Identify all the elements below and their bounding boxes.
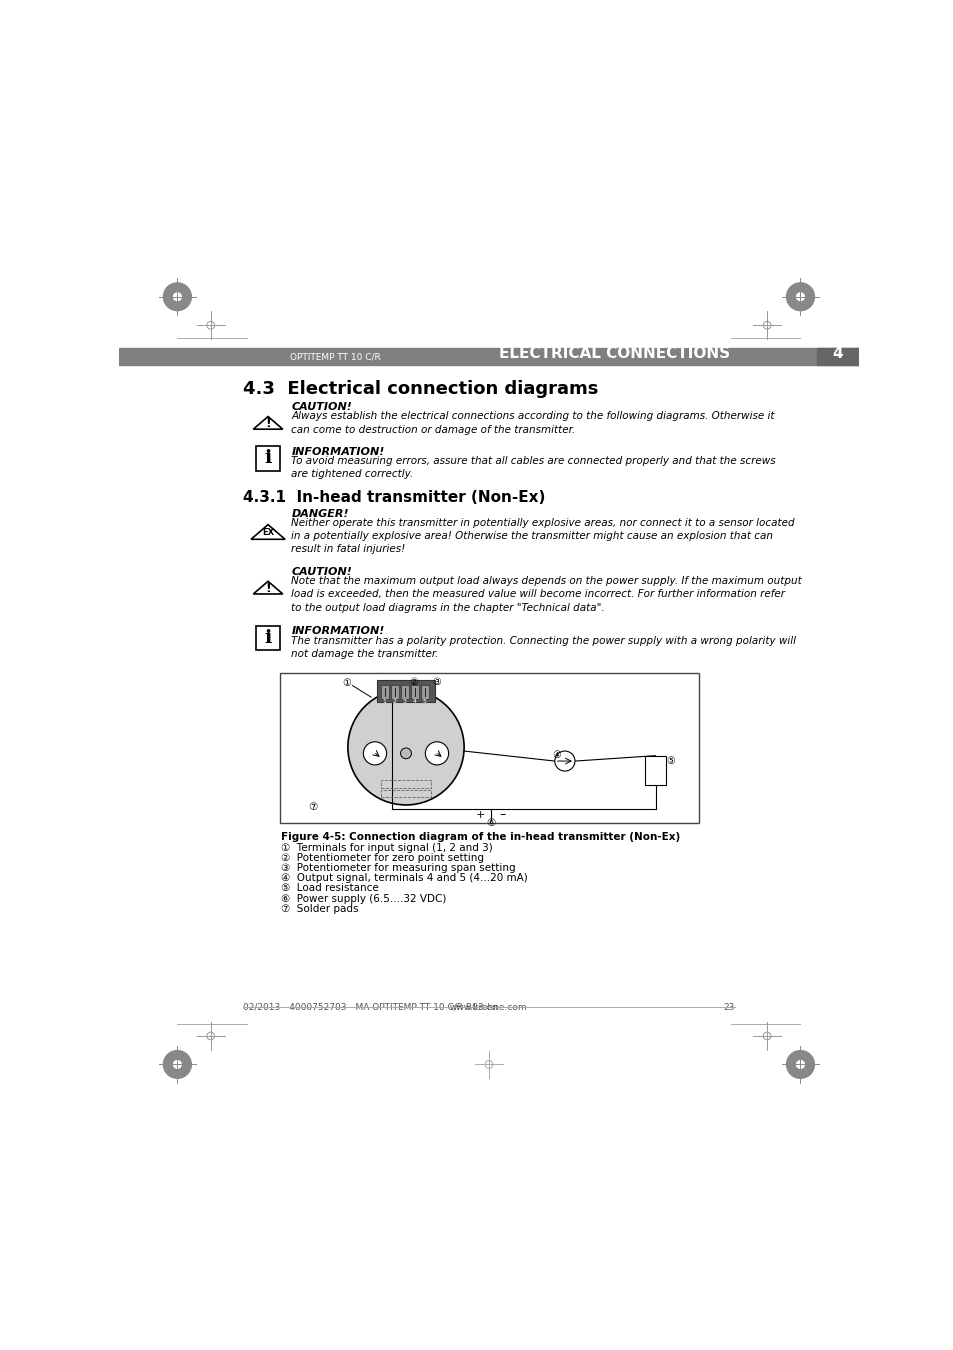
Text: ①  Terminals for input signal (1, 2 and 3): ① Terminals for input signal (1, 2 and 3… (281, 844, 493, 853)
Text: ④  Output signal, terminals 4 and 5 (4...20 mA): ④ Output signal, terminals 4 and 5 (4...… (281, 873, 527, 883)
Bar (645, 756, 665, 784)
Circle shape (363, 741, 386, 765)
Text: CAUTION!: CAUTION! (291, 567, 352, 576)
Circle shape (425, 741, 448, 765)
Text: ⑥: ⑥ (486, 818, 496, 828)
Text: 4.3.1  In-head transmitter (Non-Ex): 4.3.1 In-head transmitter (Non-Ex) (243, 490, 545, 505)
Circle shape (796, 1061, 803, 1068)
Text: The transmitter has a polarity protection. Connecting the power supply with a wr: The transmitter has a polarity protectio… (291, 636, 796, 659)
Circle shape (173, 1061, 181, 1068)
Text: ④: ④ (552, 749, 561, 760)
Bar (816, 348, 858, 366)
Text: !: ! (265, 582, 271, 595)
Text: 02/2013 - 4000752703 - MA OPTITEMP TT 10 C/R R03 en: 02/2013 - 4000752703 - MA OPTITEMP TT 10… (243, 1003, 497, 1012)
Circle shape (785, 1050, 814, 1079)
Text: CAUTION!: CAUTION! (291, 402, 352, 412)
Circle shape (400, 748, 411, 759)
Text: ①: ① (342, 678, 351, 688)
Text: 4.3  Electrical connection diagrams: 4.3 Electrical connection diagrams (243, 379, 598, 398)
Bar (255, 446, 280, 471)
Bar (411, 684, 418, 699)
Text: +: + (476, 810, 484, 819)
Text: ⑦: ⑦ (308, 802, 317, 813)
Text: ②: ② (409, 676, 417, 687)
Text: Note that the maximum output load always depends on the power supply. If the max: Note that the maximum output load always… (291, 576, 801, 613)
Text: INFORMATION!: INFORMATION! (291, 626, 384, 636)
Text: ③: ③ (432, 676, 441, 687)
Circle shape (555, 751, 575, 771)
Text: ELECTRICAL CONNECTIONS: ELECTRICAL CONNECTIONS (498, 347, 729, 362)
Circle shape (163, 1050, 192, 1079)
Circle shape (163, 284, 192, 310)
Text: ②  Potentiometer for zero point setting: ② Potentiometer for zero point setting (281, 853, 484, 864)
Text: 4: 4 (413, 699, 416, 705)
Bar (391, 684, 398, 699)
Circle shape (348, 690, 464, 805)
Text: 23: 23 (722, 1003, 734, 1012)
Text: 5: 5 (422, 699, 427, 705)
Text: www.krohne.com: www.krohne.com (450, 1003, 527, 1012)
Bar (381, 790, 431, 798)
Text: ⑥  Power supply (6.5....32 VDC): ⑥ Power supply (6.5....32 VDC) (281, 894, 446, 903)
Text: Figure 4-5: Connection diagram of the in-head transmitter (Non-Ex): Figure 4-5: Connection diagram of the in… (281, 832, 679, 842)
Text: INFORMATION!: INFORMATION! (291, 447, 384, 456)
Text: !: ! (265, 417, 271, 431)
Bar (381, 780, 431, 788)
Circle shape (796, 293, 803, 301)
Bar (420, 684, 429, 699)
Bar (380, 684, 388, 699)
Text: DANGER!: DANGER! (291, 509, 349, 518)
Text: 2: 2 (393, 699, 396, 705)
Text: i: i (264, 450, 272, 467)
Text: ③  Potentiometer for measuring span setting: ③ Potentiometer for measuring span setti… (281, 864, 516, 873)
Text: ⑤  Load resistance: ⑤ Load resistance (281, 883, 378, 894)
Text: 1: 1 (382, 699, 386, 705)
Bar (279, 674, 699, 822)
Text: ⑦  Solder pads: ⑦ Solder pads (281, 903, 358, 914)
Text: To avoid measuring errors, assure that all cables are connected properly and tha: To avoid measuring errors, assure that a… (291, 456, 775, 479)
Text: Neither operate this transmitter in potentially explosive areas, nor connect it : Neither operate this transmitter in pote… (291, 518, 794, 553)
Bar (119, 348, 858, 366)
Text: ⑤: ⑤ (666, 756, 675, 765)
Text: i: i (264, 629, 272, 647)
Circle shape (173, 293, 181, 301)
Bar (376, 680, 435, 702)
Text: Always establish the electrical connections according to the following diagrams.: Always establish the electrical connecti… (291, 412, 774, 435)
Text: EX: EX (262, 528, 274, 537)
Text: –: – (498, 809, 505, 821)
Circle shape (785, 284, 814, 310)
Text: 4: 4 (831, 347, 842, 362)
Bar (255, 625, 280, 651)
Text: 3: 3 (402, 699, 406, 705)
Text: OPTITEMP TT 10 C/R: OPTITEMP TT 10 C/R (290, 352, 380, 362)
Bar (400, 684, 408, 699)
